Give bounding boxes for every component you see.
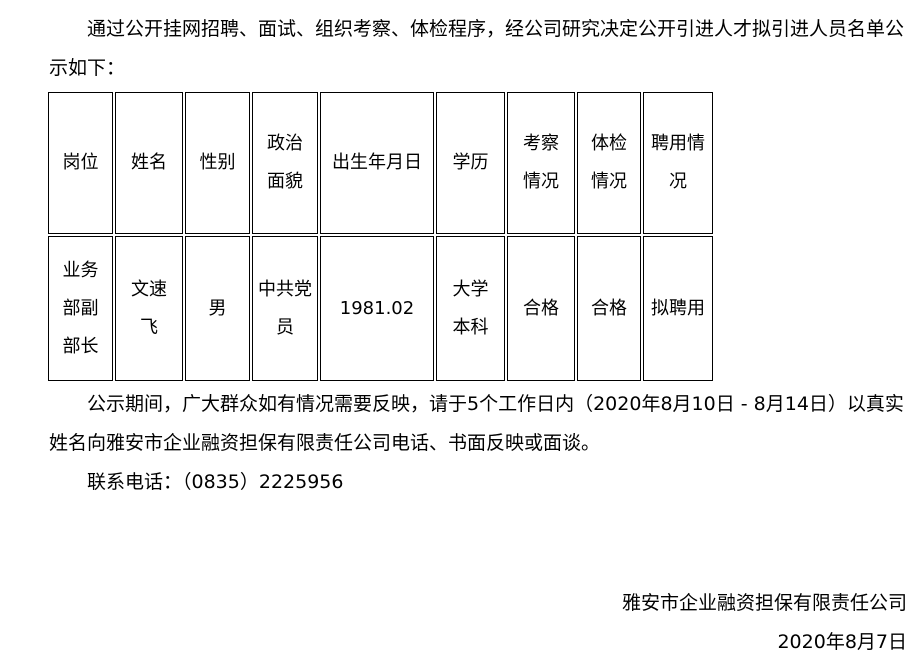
header-cell: 姓名	[115, 92, 183, 234]
cell-position: 业务部副部长	[48, 236, 113, 381]
notice-paragraph: 公示期间，广大群众如有情况需要反映，请于5个工作日内（2020年8月10日 - …	[49, 393, 904, 454]
header-cell: 出生年月日	[320, 92, 434, 234]
cell-education: 大学本科	[436, 236, 505, 381]
header-cell: 岗位	[48, 92, 113, 234]
table-header-row: 岗位 姓名 性别 政治面貌 出生年月日 学历 考察情况 体检情况 聘用情况	[48, 92, 713, 234]
cell-politics: 中共党员	[252, 236, 318, 381]
cell-hire: 拟聘用	[643, 236, 713, 381]
header-cell: 学历	[436, 92, 505, 234]
cell-physical: 合格	[577, 236, 641, 381]
cell-inspection: 合格	[507, 236, 575, 381]
cell-gender: 男	[185, 236, 250, 381]
contact-line: 联系电话：（0835）2225956	[87, 471, 344, 493]
candidate-table: 岗位 姓名 性别 政治面貌 出生年月日 学历 考察情况 体检情况 聘用情况 业务…	[46, 90, 715, 383]
document-body: 通过公开挂网招聘、面试、组织考察、体检程序，经公司研究决定公开引进人才拟引进人员…	[46, 10, 907, 502]
signature-date: 2020年8月7日	[777, 631, 907, 653]
table-row: 业务部副部长 文速飞 男 中共党员 1981.02 大学本科 合格 合格 拟聘用	[48, 236, 713, 381]
header-cell: 性别	[185, 92, 250, 234]
header-cell: 考察情况	[507, 92, 575, 234]
header-cell: 聘用情况	[643, 92, 713, 234]
signature-org: 雅安市企业融资担保有限责任公司	[621, 592, 907, 614]
header-cell: 体检情况	[577, 92, 641, 234]
intro-paragraph: 通过公开挂网招聘、面试、组织考察、体检程序，经公司研究决定公开引进人才拟引进人员…	[49, 18, 905, 79]
cell-birth: 1981.02	[320, 236, 434, 381]
header-cell: 政治面貌	[252, 92, 318, 234]
cell-name: 文速飞	[115, 236, 183, 381]
